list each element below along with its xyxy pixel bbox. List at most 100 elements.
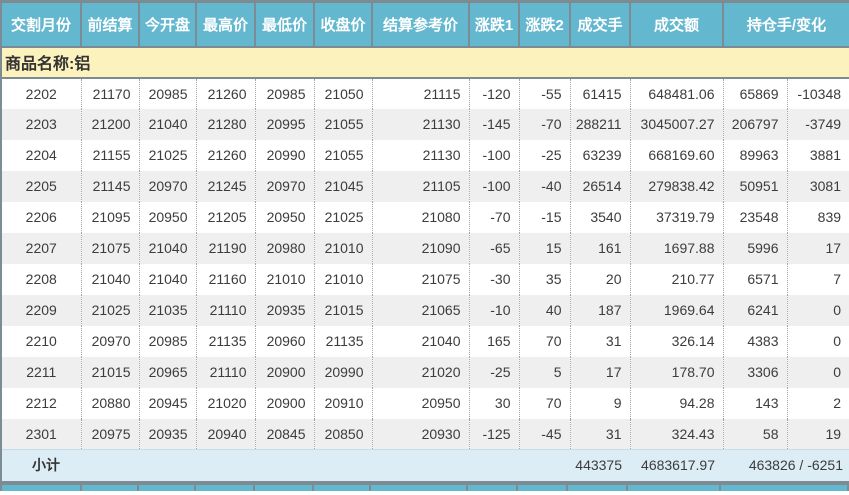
- cell-high: 21190: [196, 232, 256, 264]
- cell-volume: 63239: [570, 139, 631, 171]
- cell-volume: 9: [570, 387, 631, 419]
- column-header-12: 持仓手/变化: [721, 1, 849, 48]
- cell-month: 2204: [1, 139, 82, 171]
- column-header-7: 结算参考价: [371, 1, 469, 48]
- cell-prev-settle: 20880: [81, 387, 140, 419]
- cell-change2: 15: [519, 232, 571, 264]
- cell-month: 2207: [1, 232, 82, 264]
- cell-high: 21260: [196, 77, 256, 109]
- cell-turnover: 210.77: [630, 263, 724, 295]
- cell-change1: 30: [469, 387, 520, 419]
- cell-month: 2205: [1, 170, 82, 202]
- cell-prev-settle: 20970: [81, 325, 140, 357]
- cell-high: 21260: [196, 139, 256, 171]
- column-header-3: 今开盘: [138, 1, 196, 48]
- cell-change1: -100: [469, 170, 520, 202]
- cell-turnover: 326.14: [630, 325, 724, 357]
- cell-close: 20910: [314, 387, 373, 419]
- table-row-2206: 2206 21095 20950 21205 20950 21025 21080 -70 -15…: [1, 201, 849, 233]
- cell-oi-change: -3749: [787, 108, 849, 140]
- cell-open-interest: 6571: [723, 263, 788, 295]
- cell-volume: 187: [570, 294, 631, 326]
- cell-volume: 20: [570, 263, 631, 295]
- next-header-cell: [196, 484, 255, 491]
- table-row-2208: 2208 21040 21040 21160 21010 21010 21075 -30 35 2…: [1, 263, 849, 295]
- column-header-2: 前结算: [80, 1, 139, 48]
- cell-open-interest: 65869: [723, 77, 788, 109]
- cell-open-interest: 50951: [723, 170, 788, 202]
- cell-prev-settle: 21095: [81, 201, 140, 233]
- cell-open-interest: 4383: [723, 325, 788, 357]
- cell-month: 2206: [1, 201, 82, 233]
- cell-oi-change: 7: [787, 263, 849, 295]
- subtotal-label: 小计: [1, 449, 570, 482]
- table-row-2211: 2211 21015 20965 21110 20900 20990 21020 -25 5 17…: [1, 356, 849, 388]
- cell-low: 20900: [255, 356, 315, 388]
- cell-month: 2209: [1, 294, 82, 326]
- column-header-10: 成交手: [569, 1, 630, 48]
- cell-prev-settle: 21015: [81, 356, 140, 388]
- cell-prev-settle: 21025: [81, 294, 140, 326]
- cell-turnover: 178.70: [630, 356, 724, 388]
- cell-change1: -65: [469, 232, 520, 264]
- cell-settle-ref: 20930: [372, 418, 470, 450]
- subtotal-row: 小计 443375 4683617.97 463826 / -6251: [1, 449, 849, 482]
- cell-month: 2211: [1, 356, 82, 388]
- cell-open: 20985: [139, 77, 197, 109]
- cell-settle-ref: 21130: [372, 108, 470, 140]
- table-row-2204: 2204 21155 21025 21260 20990 21055 21130 -100 -2…: [1, 139, 849, 171]
- cell-change1: -125: [469, 418, 520, 450]
- next-header-cell: [628, 484, 721, 491]
- cell-open: 21040: [139, 108, 197, 140]
- cell-open: 20965: [139, 356, 197, 388]
- next-section-header-strip: [0, 482, 849, 491]
- cell-high: 21160: [196, 263, 256, 295]
- cell-high: 20940: [196, 418, 256, 450]
- cell-change2: 40: [519, 294, 571, 326]
- cell-low: 20980: [255, 232, 315, 264]
- cell-change1: 165: [469, 325, 520, 357]
- cell-settle-ref: 21020: [372, 356, 470, 388]
- cell-month: 2210: [1, 325, 82, 357]
- cell-oi-change: 19: [787, 418, 849, 450]
- cell-open: 21040: [139, 232, 197, 264]
- cell-oi-change: 0: [787, 356, 849, 388]
- cell-close: 21055: [314, 139, 373, 171]
- cell-change1: -10: [469, 294, 520, 326]
- table-row-2205: 2205 21145 20970 21245 20970 21045 21105 -100 -4…: [1, 170, 849, 202]
- next-header-cell: [255, 484, 314, 491]
- cell-change1: -70: [469, 201, 520, 233]
- cell-low: 20950: [255, 201, 315, 233]
- cell-settle-ref: 21075: [372, 263, 470, 295]
- table-row-2301: 2301 20975 20935 20940 20845 20850 20930 -125 -4…: [1, 418, 849, 450]
- next-header-cell: [568, 484, 629, 491]
- table-row-2210: 2210 20970 20985 21135 20960 21135 21040 165 70 3…: [1, 325, 849, 357]
- column-header-6: 收盘价: [313, 1, 372, 48]
- cell-month: 2208: [1, 263, 82, 295]
- cell-turnover: 1969.64: [630, 294, 724, 326]
- cell-prev-settle: 21145: [81, 170, 140, 202]
- cell-settle-ref: 21080: [372, 201, 470, 233]
- cell-open-interest: 206797: [723, 108, 788, 140]
- cell-open: 20935: [139, 418, 197, 450]
- cell-high: 21245: [196, 170, 256, 202]
- cell-oi-change: 17: [787, 232, 849, 264]
- cell-change2: 5: [519, 356, 571, 388]
- cell-month: 2203: [1, 108, 82, 140]
- cell-close: 20990: [314, 356, 373, 388]
- cell-open: 20945: [139, 387, 197, 419]
- cell-volume: 31: [570, 325, 631, 357]
- cell-high: 21020: [196, 387, 256, 419]
- cell-prev-settle: 21155: [81, 139, 140, 171]
- cell-low: 20985: [255, 77, 315, 109]
- subtotal-turnover: 4683617.97: [630, 449, 723, 482]
- table-header-row: 交割月份 前结算 今开盘 最高价 最低价 收盘价 结算参考价 涨跌1 涨跌2 成交手 成交额 持仓手/…: [1, 1, 849, 48]
- cell-prev-settle: 20975: [81, 418, 140, 450]
- cell-open-interest: 6241: [723, 294, 788, 326]
- cell-low: 20845: [255, 418, 315, 450]
- cell-settle-ref: 20950: [372, 387, 470, 419]
- cell-open-interest: 3306: [723, 356, 788, 388]
- cell-turnover: 648481.06: [630, 77, 724, 109]
- cell-open-interest: 143: [723, 387, 788, 419]
